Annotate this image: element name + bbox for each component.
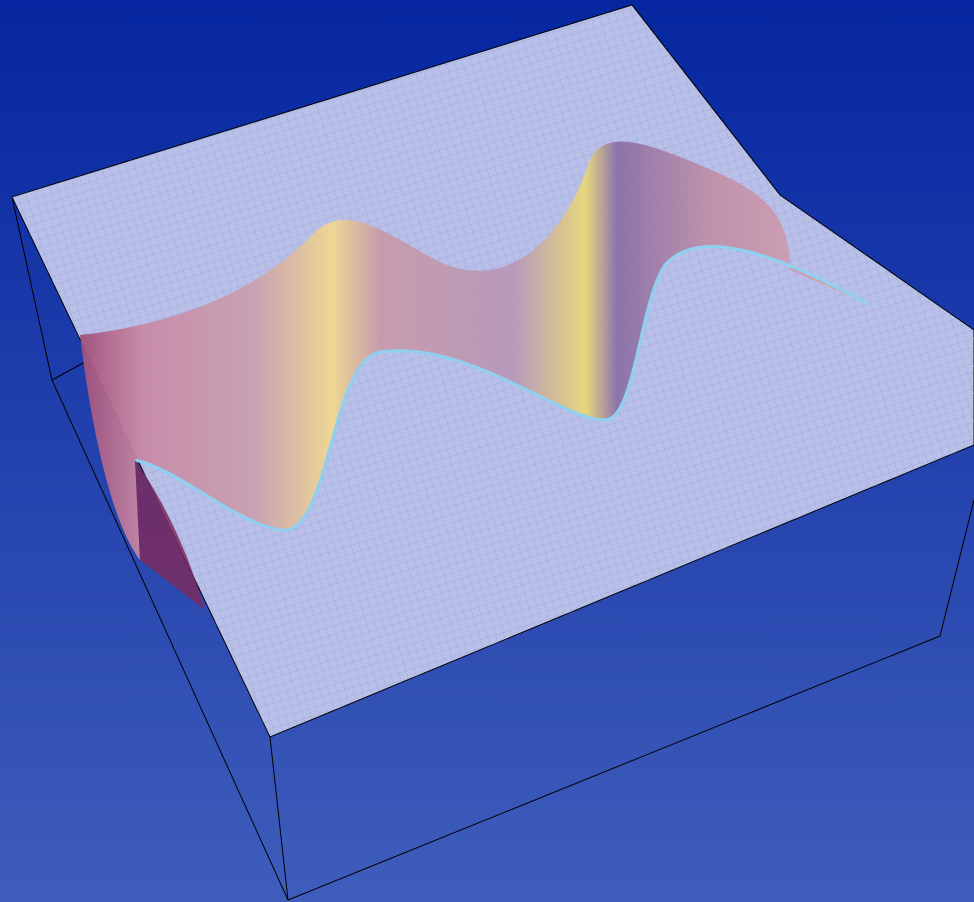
surface-plot — [0, 0, 974, 902]
page — [0, 0, 974, 902]
